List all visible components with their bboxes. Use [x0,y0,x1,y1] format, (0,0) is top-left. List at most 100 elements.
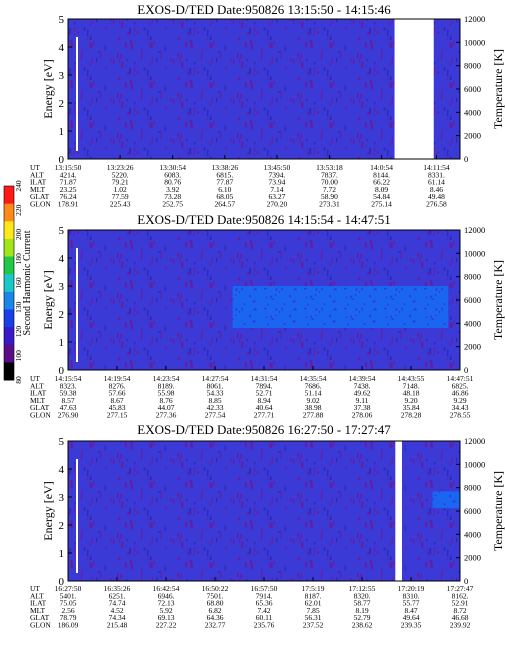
ephemeris-value: 264.57 [214,200,235,209]
color-scale-segment [4,221,14,240]
ephemeris-value: 14:23:54 [153,374,180,383]
energy-tick-label: 3 [59,492,65,504]
high-current-band [432,491,460,509]
energy-tick-label: 5 [59,436,65,448]
temperature-tick-label: 4000 [464,318,481,328]
ephemeris-value: 76.24 [60,192,77,201]
ephemeris-value: 7148. [403,381,420,390]
ephemeris-value: 8.19 [355,606,368,615]
temperature-tick-label: 10000 [464,248,485,258]
color-scale-segment [4,362,14,381]
ephemeris-value: 69.13 [158,613,175,622]
ephemeris-value: 7.42 [257,606,270,615]
ephemeris-value: 8.85 [208,396,221,405]
temperature-tick-label: 4000 [464,529,481,539]
ephemeris-value: 55.77 [403,599,420,608]
ephemeris-value: 278.06 [352,411,373,420]
ephemeris-value: 79.21 [112,178,129,187]
ephemeris-value: 13:30:54 [159,163,186,172]
color-scale-segment [4,291,14,310]
ephemeris-value: 7.72 [323,185,336,194]
ephemeris-value: 8323. [60,381,77,390]
ephemeris-value: 8276. [109,381,126,390]
ephemeris-value: 48.18 [403,389,420,398]
color-scale-segment [4,238,14,258]
ephemeris-value: 44.07 [158,403,175,412]
energy-tick-label: 3 [59,70,65,82]
energy-tick-label: 1 [59,126,65,138]
temperature-tick-label: 12000 [464,225,485,235]
energy-tick-label: 3 [59,281,65,293]
ephemeris-value: 17:20:19 [398,584,425,593]
ephemeris-value: 16:57:50 [251,584,278,593]
ephemeris-value: 80.76 [164,178,181,187]
ephemeris-value: 14:43:55 [398,374,425,383]
ephemeris-value: 277.15 [107,411,128,420]
energy-axis-label: Energy [eV] [41,59,55,118]
ephemeris-value: 55.98 [158,389,175,398]
ephemeris-value: 58.90 [321,192,338,201]
ephemeris-value: 17:5:19 [302,584,325,593]
ephemeris-value: 9.11 [356,396,369,405]
ephemeris-row-label: UT [30,584,40,593]
spectrogram-heatmap [68,441,460,581]
ephemeris-value: 8.67 [110,396,123,405]
temperature-axis-label: Temperature [K] [491,49,505,129]
color-scale-segment [4,186,14,205]
ephemeris-row-label: ILAT [30,599,47,608]
ephemeris-value: 2.56 [61,606,74,615]
ephemeris-value: 42.33 [207,403,224,412]
ephemeris-value: 14:27:54 [202,374,229,383]
ephemeris-row-label: GLAT [30,613,50,622]
ephemeris-value: 6815. [216,170,233,179]
energy-axis-label: Energy [eV] [41,270,55,329]
ephemeris-row-label: UT [30,374,40,383]
ephemeris-row-label: MLT [30,185,46,194]
ephemeris-value: 47.63 [60,403,77,412]
ephemeris-row-label: GLON [30,411,51,420]
ephemeris-value: 16:42:54 [153,584,180,593]
ephemeris-value: 278.28 [401,411,422,420]
ephemeris-value: 270.20 [267,200,288,209]
energy-tick-label: 2 [59,520,65,532]
ephemeris-value: 1.02 [114,185,127,194]
ephemeris-value: 62.01 [305,599,322,608]
ephemeris-value: 6251. [109,591,126,600]
ephemeris-value: 51.14 [305,389,322,398]
ephemeris-value: 68.05 [216,192,233,201]
data-gap [395,441,402,581]
ephemeris-value: 8189. [158,381,175,390]
temperature-tick-label: 2000 [464,342,481,352]
ephemeris-value: 13:23:26 [107,163,134,172]
ephemeris-value: 5220. [112,170,129,179]
panel-title: EXOS-D/TED Date:950826 13:15:50 - 14:15:… [137,2,391,17]
ephemeris-value: 23.25 [60,185,77,194]
panel-title: EXOS-D/TED Date:950826 16:27:50 - 17:27:… [137,422,391,437]
ephemeris-value: 72.13 [158,599,175,608]
ephemeris-value: 3.92 [166,185,179,194]
ephemeris-value: 13:53:18 [316,163,343,172]
ephemeris-value: 52.91 [452,599,469,608]
ephemeris-row-label: ALT [30,170,44,179]
temperature-tick-label: 6000 [464,506,481,516]
color-scale-segment [4,256,14,275]
ephemeris-value: 37.38 [354,403,371,412]
color-scale-segment [4,203,14,222]
temperature-tick-label: 8000 [464,483,481,493]
ephemeris-value: 61.14 [428,178,445,187]
ephemeris-value: 64.36 [207,613,224,622]
ephemeris-value: 8331. [428,170,445,179]
spectrogram-panel-2: EXOS-D/TED Date:950826 14:15:54 - 14:47:… [30,212,505,420]
ephemeris-value: 8.57 [61,396,74,405]
ephemeris-value: 46.68 [452,613,469,622]
ephemeris-value: 57.66 [109,389,126,398]
energy-tick-label: 1 [59,548,65,560]
temperature-tick-label: 6000 [464,84,481,94]
energy-tick-label: 0 [59,576,65,588]
ephemeris-value: 9.20 [404,396,417,405]
temperature-tick-label: 0 [464,154,468,164]
ephemeris-value: 46.86 [452,389,469,398]
ephemeris-value: 7914. [256,591,273,600]
temperature-axis-label: Temperature [K] [491,471,505,551]
ephemeris-value: 7501. [207,591,224,600]
